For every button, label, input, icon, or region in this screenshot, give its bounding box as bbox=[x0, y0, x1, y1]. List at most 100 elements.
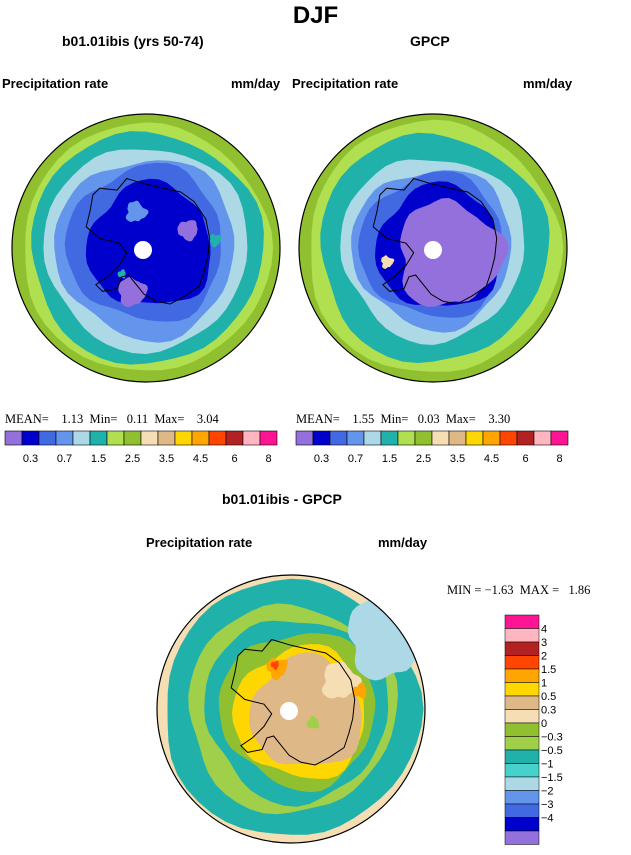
colorbar-swatch bbox=[72, 430, 91, 446]
colorbar-tick-label: 0.3 bbox=[23, 453, 38, 465]
map-fields bbox=[299, 114, 567, 382]
colorbar-swatch bbox=[482, 430, 501, 446]
colorbar-tick-label: −3 bbox=[541, 799, 554, 811]
map-border bbox=[156, 574, 426, 844]
colorbar-swatch bbox=[504, 628, 540, 643]
colorbar-tick-label: −2 bbox=[541, 786, 554, 798]
colorbar-swatch bbox=[140, 430, 159, 446]
colorbar-swatch bbox=[242, 430, 261, 446]
colorbar-swatch bbox=[225, 430, 244, 446]
colorbar-tick-label: 8 bbox=[556, 453, 562, 465]
contour-patch bbox=[208, 233, 222, 248]
colorbar-swatch bbox=[504, 668, 540, 683]
colorbar-swatch bbox=[414, 430, 433, 446]
colorbar-tick-label: 1.5 bbox=[91, 453, 106, 465]
diff-variable-label: Precipitation rate bbox=[146, 535, 253, 550]
left-mean-value: 1.13 bbox=[61, 412, 84, 426]
colorbar-swatch bbox=[55, 430, 74, 446]
diff-min-label: MIN = bbox=[447, 583, 482, 597]
colorbar-tick-label: −0.3 bbox=[541, 732, 563, 744]
colorbar-swatch bbox=[448, 430, 467, 446]
diff-units-label: mm/day bbox=[378, 535, 428, 550]
colorbar-swatch bbox=[259, 430, 278, 446]
colorbar-swatch bbox=[465, 430, 484, 446]
left-min-label: Min= bbox=[89, 412, 118, 426]
colorbar-tick-label: 0.5 bbox=[541, 691, 556, 703]
colorbar-tick-label: 4.5 bbox=[193, 453, 208, 465]
colorbar-swatch bbox=[504, 641, 540, 656]
left-min-value: 0.11 bbox=[126, 412, 149, 426]
contour-patch bbox=[400, 198, 509, 307]
colorbar-tick-label: 3.5 bbox=[450, 453, 465, 465]
coastline bbox=[230, 638, 356, 766]
colorbar-swatch bbox=[431, 430, 450, 446]
colorbar-swatch bbox=[329, 430, 348, 446]
left-panel-title: b01.01ibis (yrs 50-74) bbox=[62, 33, 204, 49]
colorbar-swatch bbox=[380, 430, 399, 446]
left-units-label: mm/day bbox=[231, 76, 281, 91]
colorbar-tick-label: 0.3 bbox=[541, 705, 556, 717]
colorbar-tick-label: 2 bbox=[541, 651, 547, 663]
right-min-label: Min= bbox=[380, 412, 409, 426]
left-stats: MEAN= 1.13 Min= 0.11 Max= 3.04 bbox=[5, 412, 219, 427]
right-polar-map bbox=[298, 113, 568, 383]
colorbar-swatch bbox=[504, 749, 540, 764]
colorbar-tick-label: −1.5 bbox=[541, 772, 563, 784]
colorbar-swatch bbox=[504, 776, 540, 791]
colorbar-swatch bbox=[533, 430, 552, 446]
right-variable-label: Precipitation rate bbox=[292, 76, 399, 91]
diff-max-value: 1.86 bbox=[568, 583, 591, 597]
right-panel-title: GPCP bbox=[410, 33, 450, 49]
colorbar-swatch bbox=[516, 430, 535, 446]
colorbar-swatch bbox=[312, 430, 331, 446]
map-border bbox=[298, 113, 568, 383]
colorbar-tick-label: 3 bbox=[541, 637, 547, 649]
colorbar-swatch bbox=[106, 430, 125, 446]
colorbar-swatch bbox=[295, 430, 314, 446]
colorbar-tick-label: 8 bbox=[265, 453, 271, 465]
colorbar-tick-label: 0.3 bbox=[314, 453, 329, 465]
colorbar-swatch bbox=[504, 614, 540, 629]
left-colorbar: 0.3 0.7 1.5 2.5 3.5 4.5 6 8 bbox=[4, 430, 278, 465]
colorbar-tick-label: 6 bbox=[522, 453, 528, 465]
colorbar-swatch bbox=[4, 430, 23, 446]
right-mean-value: 1.55 bbox=[352, 412, 375, 426]
colorbar-swatch bbox=[397, 430, 416, 446]
colorbar-tick-label: 2.5 bbox=[125, 453, 140, 465]
colorbar-tick-label: 0 bbox=[541, 718, 547, 730]
map-fields bbox=[12, 114, 280, 382]
colorbar-swatch bbox=[499, 430, 518, 446]
colorbar-tick-label: 1.5 bbox=[382, 453, 397, 465]
colorbar-swatch bbox=[504, 790, 540, 805]
colorbar-swatch bbox=[504, 803, 540, 818]
contour-patch bbox=[352, 682, 367, 699]
colorbar-swatch bbox=[504, 709, 540, 724]
pole-hole bbox=[424, 241, 442, 259]
contour-patch bbox=[118, 277, 148, 308]
right-min-value: 0.03 bbox=[417, 412, 440, 426]
right-max-label: Max= bbox=[445, 412, 476, 426]
left-variable-label: Precipitation rate bbox=[2, 76, 109, 91]
colorbar-swatch bbox=[38, 430, 57, 446]
colorbar-swatch bbox=[174, 430, 193, 446]
colorbar-swatch bbox=[504, 763, 540, 778]
contour-patch bbox=[381, 255, 395, 269]
colorbar-tick-label: 6 bbox=[231, 453, 237, 465]
right-mean-label: MEAN= bbox=[296, 412, 340, 426]
colorbar-swatch bbox=[504, 655, 540, 670]
map-border bbox=[11, 113, 281, 383]
colorbar-swatch bbox=[363, 430, 382, 446]
colorbar-swatch bbox=[21, 430, 40, 446]
colorbar-swatch bbox=[89, 430, 108, 446]
colorbar-swatch bbox=[191, 430, 210, 446]
colorbar-tick-label: 0.7 bbox=[57, 453, 72, 465]
colorbar-tick-label: 1.5 bbox=[541, 664, 556, 676]
colorbar-tick-label: 2.5 bbox=[416, 453, 431, 465]
pole-hole bbox=[134, 241, 152, 259]
contour-patch bbox=[321, 661, 362, 699]
colorbar-tick-label: 4 bbox=[541, 624, 547, 636]
colorbar-swatch bbox=[550, 430, 569, 446]
diff-min-value: −1.63 bbox=[484, 583, 514, 597]
colorbar-swatch bbox=[504, 817, 540, 832]
left-mean-label: MEAN= bbox=[5, 412, 49, 426]
